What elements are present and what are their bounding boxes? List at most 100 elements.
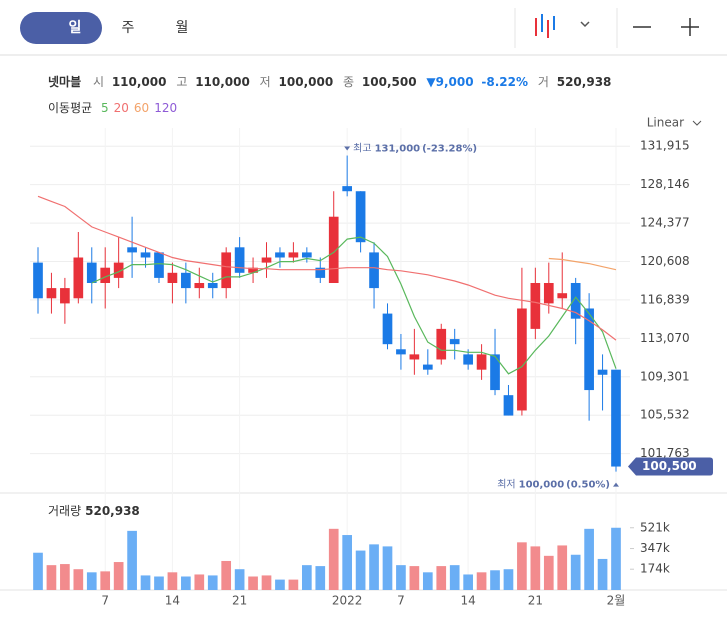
ma-legend-item: 120 [154, 101, 177, 115]
candle-body [221, 252, 232, 289]
candle-body [396, 349, 406, 355]
candle-body [167, 272, 178, 283]
volume-bar [46, 565, 57, 590]
x-tick-label: 7 [101, 594, 109, 608]
y-tick-label: 124,377 [640, 216, 690, 230]
moving-average [37, 195, 617, 341]
y-tick-label: 109,301 [640, 369, 690, 383]
volume-bar [422, 572, 433, 590]
high-marker [344, 146, 351, 151]
change-pct: -8.22% [481, 75, 528, 89]
low-change: (0.50%) [566, 480, 610, 491]
zoom-in[interactable] [681, 18, 699, 36]
quote-label: 종 [343, 75, 354, 89]
candle-body [557, 293, 568, 299]
candle-body [100, 267, 111, 283]
candle-body [369, 252, 379, 289]
candle-body [355, 191, 366, 243]
y-tick-label: 105,532 [640, 408, 690, 422]
last-price-label: 100,500 [642, 459, 697, 473]
volume-bar [449, 565, 460, 590]
x-tick-label: 14 [460, 594, 475, 608]
candle-body [449, 339, 460, 345]
volume-bar [154, 576, 164, 590]
candle-body [207, 282, 218, 289]
volume-bar [328, 528, 339, 590]
scale-selector[interactable]: Linear [647, 116, 684, 130]
stock-name: 넷마블 [48, 74, 81, 89]
volume-bar [221, 560, 232, 590]
volume-bar [33, 552, 43, 590]
candle-body [611, 369, 621, 467]
volume-bar [86, 572, 97, 590]
x-tick-label: 21 [528, 594, 543, 608]
candle-body [194, 282, 205, 289]
tab-week[interactable]: 주 [122, 20, 135, 36]
scale-dropdown[interactable] [692, 120, 702, 126]
quote-value: 110,000 [195, 75, 250, 89]
low-value: 100,000 [519, 480, 565, 491]
candle-body [140, 252, 151, 258]
candle-body [301, 252, 312, 258]
candle-body [275, 252, 285, 258]
candle-body [476, 354, 487, 370]
y-tick-label: 128,146 [640, 177, 690, 191]
volume-bar [301, 565, 312, 590]
volume-bar [476, 572, 487, 590]
tab-month[interactable]: 월 [176, 20, 189, 36]
candle-body [86, 262, 97, 283]
volume-bar [557, 545, 568, 590]
volume-tick-label: 174k [640, 562, 670, 576]
volume-bar [234, 569, 245, 590]
volume-bar [100, 571, 111, 590]
y-tick-label: 116,839 [640, 292, 690, 306]
quote-line: 넷마블 시 110,000 고 110,000 저 100,000 종 100,… [48, 74, 611, 89]
candle-body [570, 282, 581, 319]
x-tick-label: 14 [165, 594, 180, 608]
y-tick-label: 131,915 [640, 139, 690, 153]
volume-title-label: 거래량 [48, 504, 81, 518]
volume-bar [288, 579, 299, 590]
quote-value: 100,500 [362, 75, 417, 89]
chart-type-icon[interactable] [535, 14, 555, 38]
volume-bar [597, 558, 608, 590]
moving-average [91, 236, 617, 375]
ma-legend-item: 5 [101, 101, 109, 115]
tab-day[interactable]: 일 [69, 20, 82, 36]
x-tick-label: 2월 [607, 594, 626, 608]
ma-legend: 이동평균 5 20 60 120 [48, 101, 177, 115]
candle-body [543, 282, 554, 304]
volume-bar [342, 535, 353, 590]
volume-bar [113, 562, 124, 590]
candle-body [248, 267, 258, 273]
quote-label: 거 [538, 75, 549, 89]
candle-body [113, 262, 124, 278]
volume-bar [584, 528, 594, 590]
quote-value: 110,000 [112, 75, 167, 89]
volume-bar [530, 546, 541, 590]
volume-bar [73, 569, 84, 590]
volume-bar [463, 574, 473, 590]
volume-bar [503, 569, 514, 590]
dropdown-icon[interactable] [580, 21, 590, 28]
volume-bar [261, 575, 272, 590]
candle-body [517, 308, 527, 411]
volume-title: 거래량 520,938 [48, 504, 140, 518]
high-change: (-23.28%) [422, 144, 477, 155]
volume-bar [355, 550, 366, 590]
candle-body [33, 262, 43, 299]
y-tick-label: 120,608 [640, 254, 690, 268]
quote-value: 100,000 [279, 75, 334, 89]
moving-average [548, 257, 617, 271]
candle-body [342, 186, 353, 192]
volume-bar [369, 544, 379, 590]
candle-body [127, 247, 137, 253]
candle-body [422, 364, 433, 370]
candle-body [46, 288, 57, 299]
tab-active-bg[interactable] [20, 12, 102, 44]
low-annotation: 최저 100,000 (0.50%) [497, 479, 610, 491]
volume-tick-label: 347k [640, 541, 670, 555]
volume-bar [140, 575, 151, 590]
candle-body [597, 369, 608, 375]
